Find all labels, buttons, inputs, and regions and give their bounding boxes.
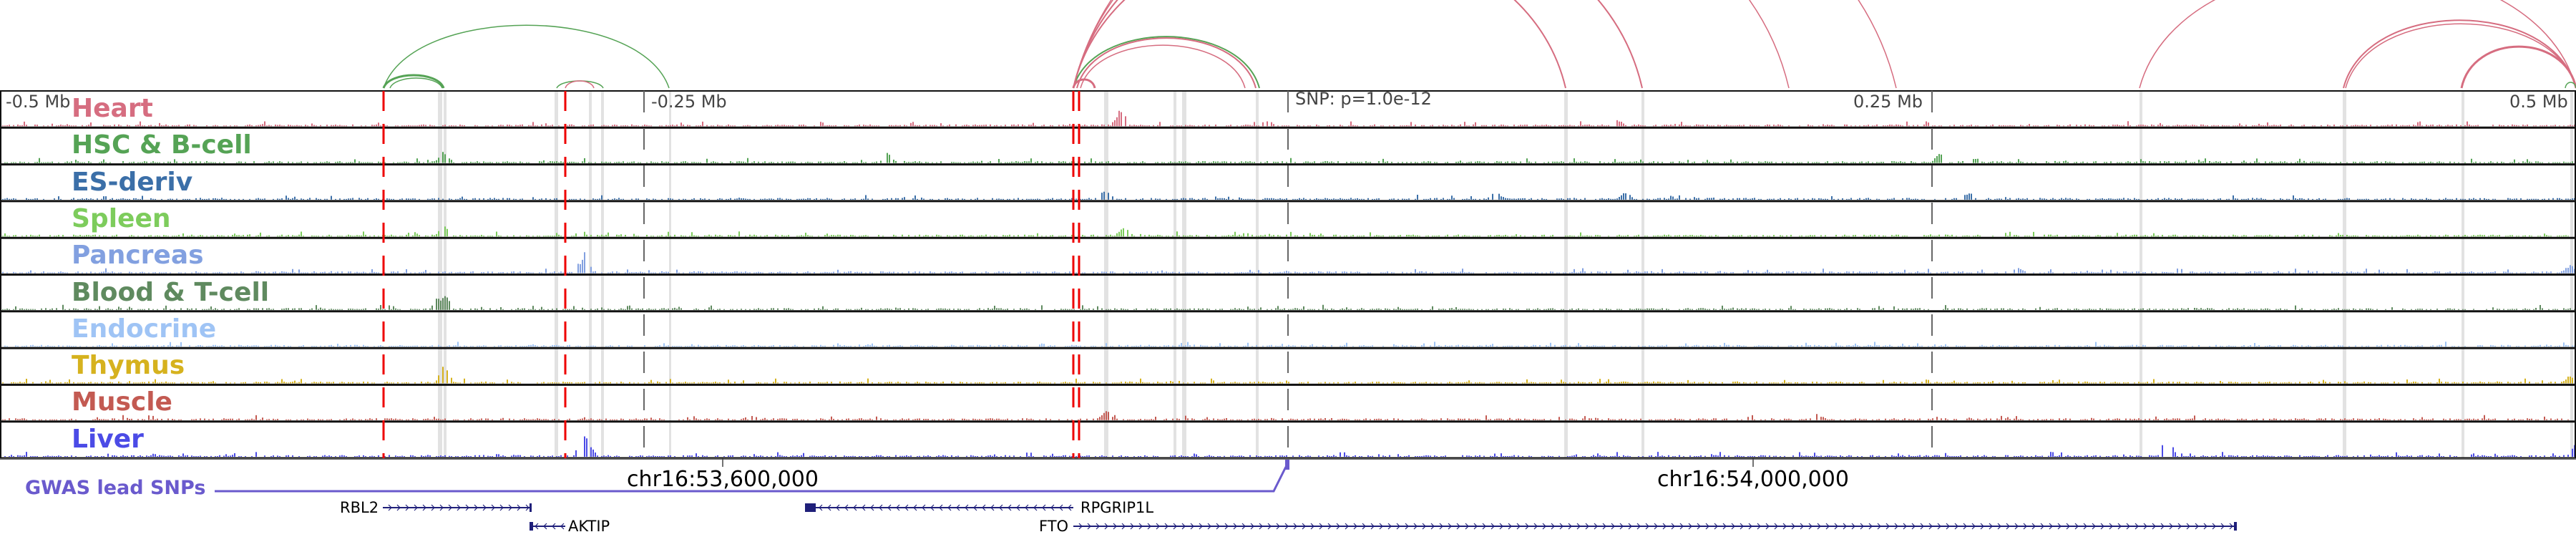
gene-aktip-strand-arrows xyxy=(535,523,565,530)
track-label-liver: Liver xyxy=(72,424,144,454)
coord-label-left: chr16:53,600,000 xyxy=(627,467,819,492)
track-label-hsc-b-cell: HSC & B-cell xyxy=(72,130,252,160)
axis-label-plus-half: 0.5 Mb xyxy=(2509,92,2568,112)
track-label-es-deriv: ES-deriv xyxy=(72,167,193,197)
interaction-arc xyxy=(382,74,445,89)
interaction-arc xyxy=(1076,37,1257,89)
interaction-arc xyxy=(1073,0,1897,89)
interaction-arc xyxy=(1073,0,1643,89)
signal-track-8 xyxy=(2,411,2569,420)
track-label-spleen: Spleen xyxy=(72,203,171,233)
coord-label-right: chr16:54,000,000 xyxy=(1657,467,1849,492)
gwas-track-label: GWAS lead SNPs xyxy=(25,477,206,499)
interaction-arc xyxy=(2345,23,2576,89)
interaction-arc xyxy=(2565,82,2576,89)
gene-rbl2-exon xyxy=(530,503,532,512)
track-label-pancreas: Pancreas xyxy=(72,241,204,271)
interaction-arc xyxy=(2139,0,2576,89)
signal-track-3 xyxy=(0,226,2569,237)
axis-label-minus-half: -0.5 Mb xyxy=(6,92,71,112)
track-label-thymus: Thymus xyxy=(72,351,185,381)
gene-fto-strand-arrows xyxy=(1078,523,2233,530)
gene-label-aktip[interactable]: AKTIP xyxy=(568,518,610,535)
interaction-arc xyxy=(1073,0,1566,89)
gene-label-fto[interactable]: FTO xyxy=(1039,518,1069,535)
track-label-muscle: Muscle xyxy=(72,387,172,417)
signal-track-1 xyxy=(0,152,2573,163)
track-label-blood-t-cell: Blood & T-cell xyxy=(72,277,270,307)
signal-track-0 xyxy=(2,110,2575,127)
track-label-endocrine: Endocrine xyxy=(72,314,217,344)
gene-rbl2-strand-arrows xyxy=(388,504,530,511)
interaction-arc xyxy=(2460,45,2576,89)
interaction-arc xyxy=(1080,44,1246,89)
interaction-arc xyxy=(556,80,604,89)
interaction-arc xyxy=(2343,19,2576,89)
track-label-heart: Heart xyxy=(72,94,153,123)
signal-track-6 xyxy=(4,342,2575,347)
interaction-arc xyxy=(389,77,443,89)
gene-label-rbl2[interactable]: RBL2 xyxy=(340,499,379,516)
gene-rpgrip1l-exon xyxy=(805,503,816,512)
axis-label-minus-quarter: -0.25 Mb xyxy=(651,92,727,112)
gwas-snp-marker xyxy=(1285,460,1289,470)
signal-track-2 xyxy=(0,191,2575,200)
interaction-arc xyxy=(383,24,670,89)
axis-label-plus-quarter: 0.25 Mb xyxy=(1853,92,1923,112)
interaction-arc xyxy=(1073,0,1790,89)
interaction-arc xyxy=(1073,36,1260,89)
gene-label-rpgrip1l[interactable]: RPGRIP1L xyxy=(1080,499,1154,516)
gene-fto-exon xyxy=(2234,522,2237,531)
interaction-arc xyxy=(565,80,595,89)
gwas-connector xyxy=(215,466,1287,493)
gene-aktip-exon xyxy=(530,522,533,531)
snp-label: SNP: p=1.0e-12 xyxy=(1295,89,1432,109)
